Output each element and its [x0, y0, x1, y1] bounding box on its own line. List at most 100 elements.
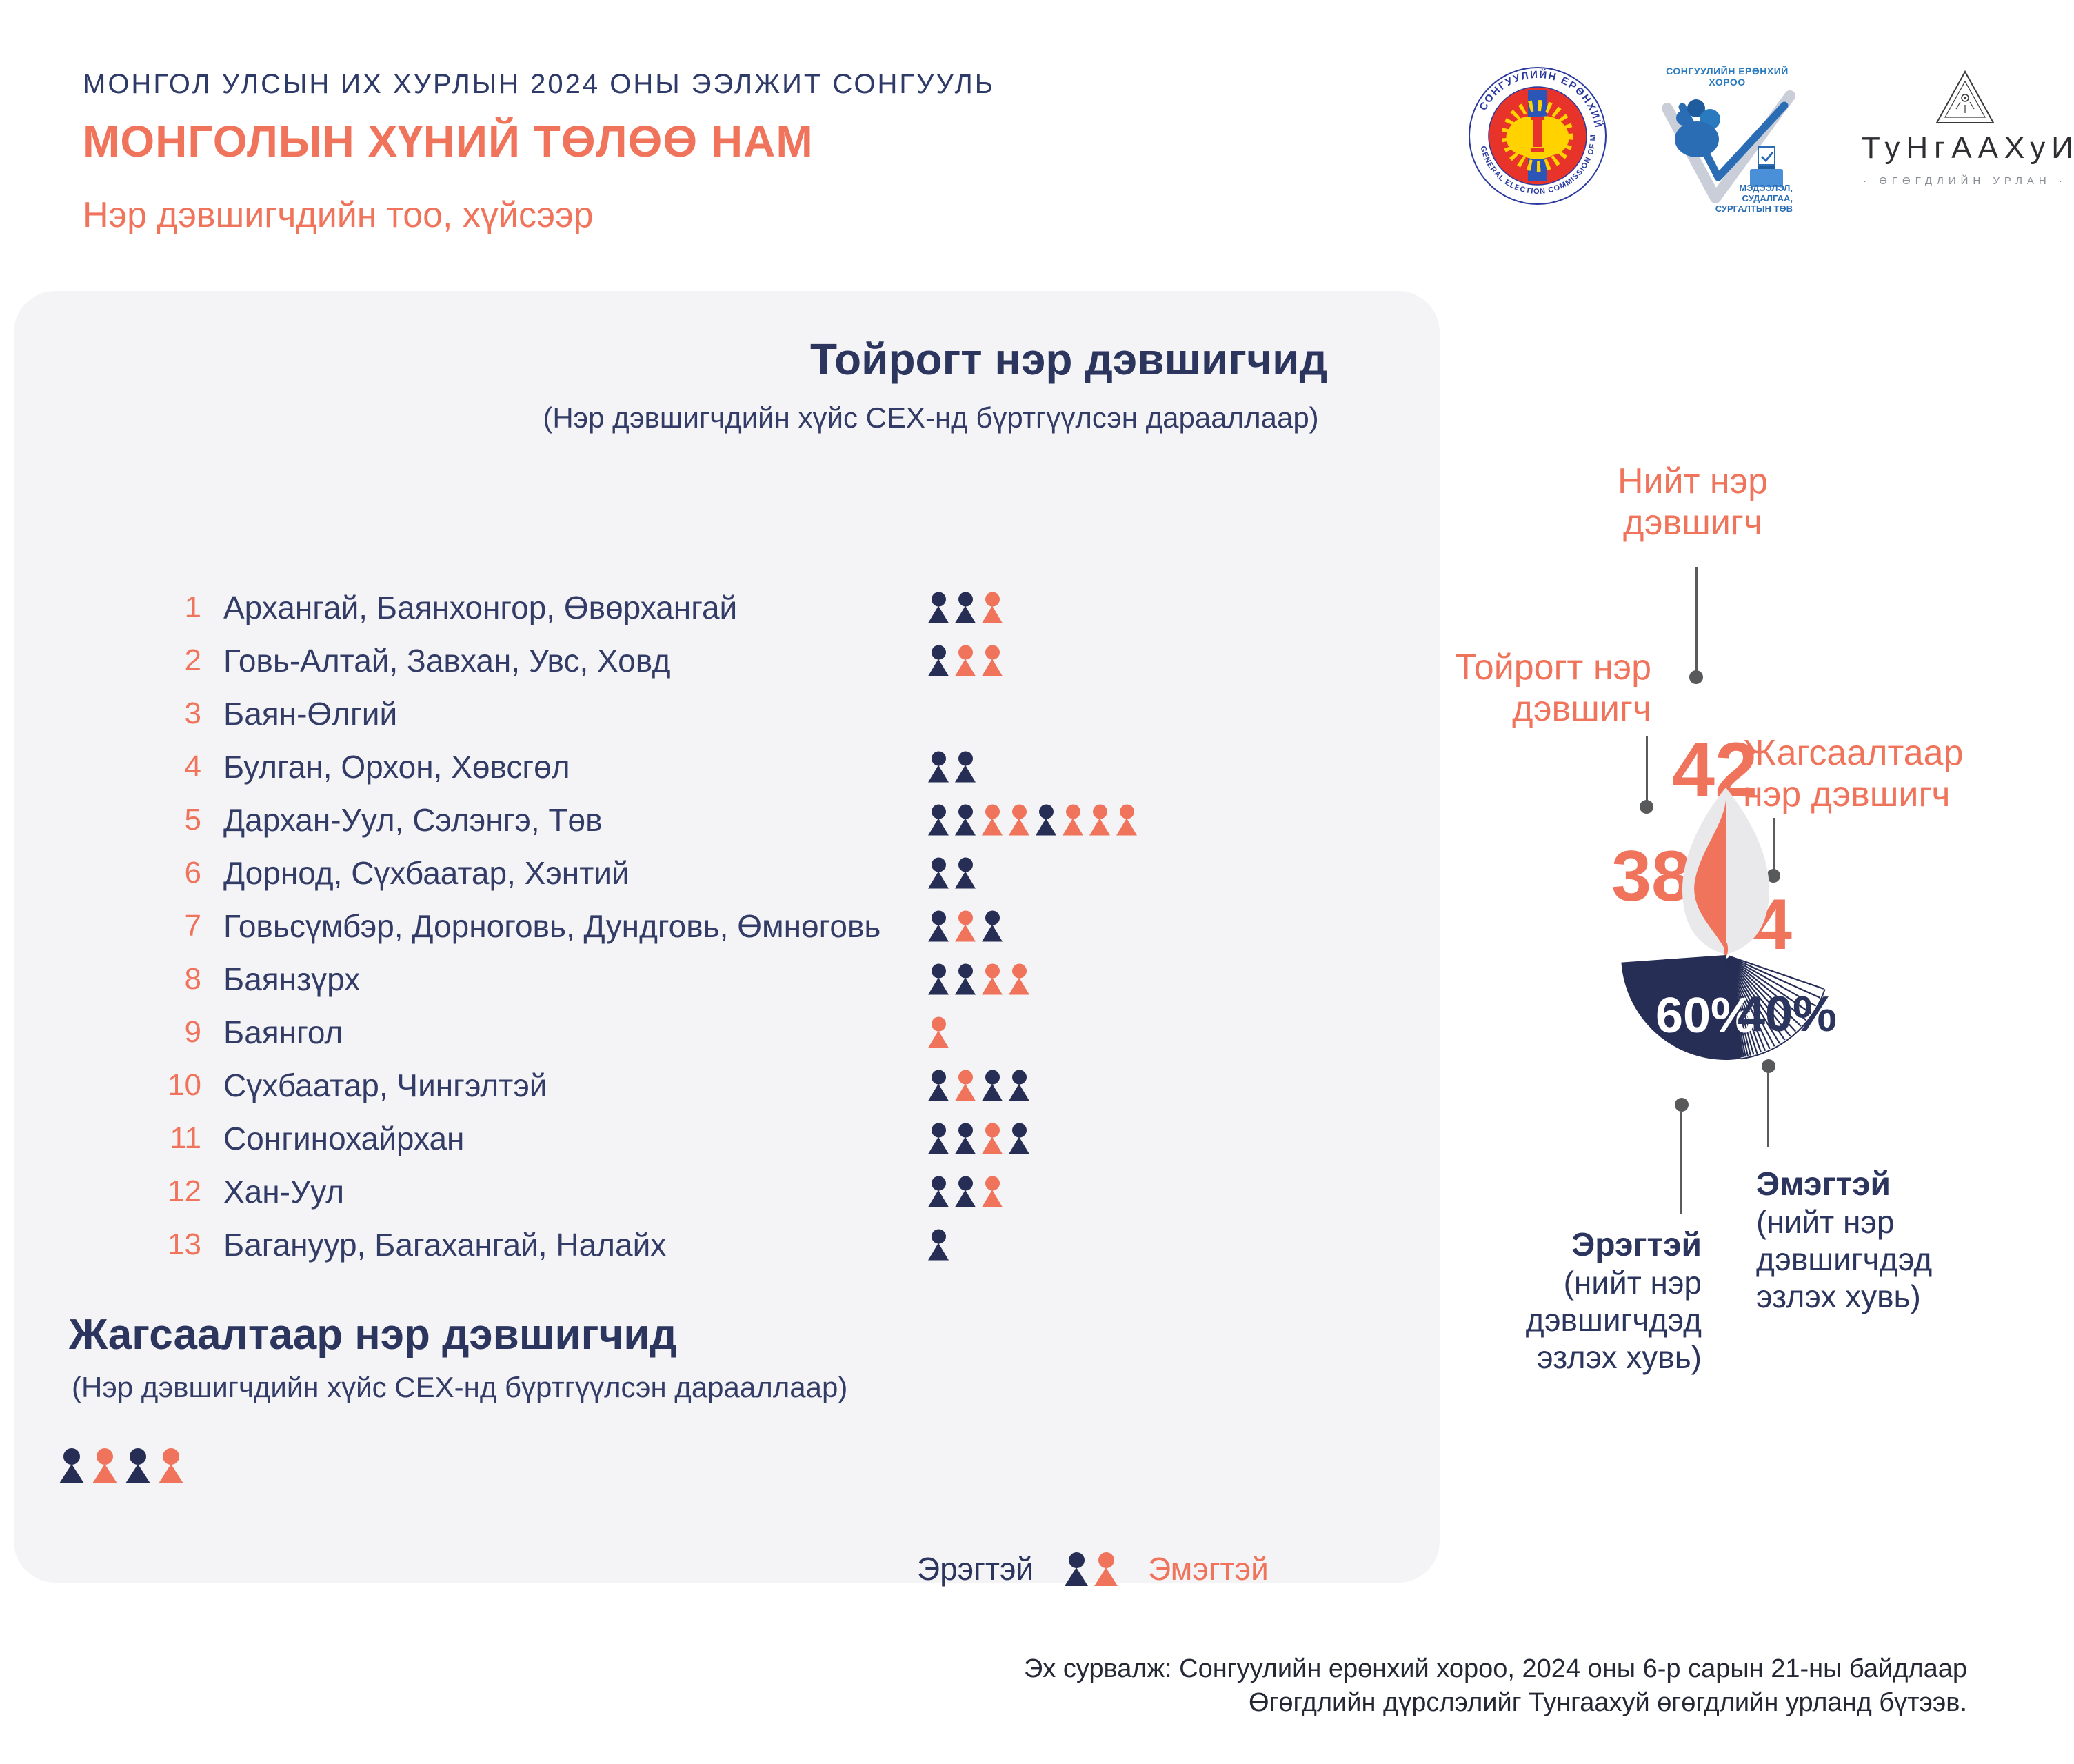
tungaakhui-caption: · ӨГӨГДЛИЙН УРЛАН ·: [1863, 175, 2067, 187]
gec-center-caption: МЭДЭЭЛЭЛ, СУДАЛГАА, СУРГАЛТЫН ТӨВ: [1715, 183, 1793, 214]
female-person-icon: [954, 645, 976, 676]
district-gender-icons: [927, 910, 1008, 941]
district-name: Баянгол: [223, 1014, 343, 1050]
list-leader-line: [1773, 818, 1775, 870]
district-number: 2: [184, 643, 201, 677]
district-name: Говьсүмбэр, Дорноговь, Дундговь, Өмнөгов…: [223, 908, 881, 944]
male-person-icon: [1035, 804, 1057, 835]
tungaakhui-triangle-icon: [1935, 70, 1995, 123]
district-candidates-label: Тойрогт нэр дэвшигч: [1455, 648, 1651, 729]
district-gender-icons: [927, 1176, 1008, 1207]
male-person-icon: [927, 1176, 949, 1207]
female-share-label-title: Эмэгтэй: [1756, 1166, 1891, 1203]
district-row: 3 Баян-Өлгий: [14, 687, 1440, 740]
district-row: 9 Баянгол: [14, 1005, 1440, 1059]
checkmark-graphic: [1662, 90, 1795, 203]
gec-center-title: СОНГУУЛИЙН ЕРӨНХИЙ ХОРОО: [1666, 66, 1789, 88]
legend-male-label: Эрэгтэй: [917, 1551, 1034, 1587]
male-person-icon: [927, 751, 949, 782]
male-wedge: [1621, 955, 1741, 1060]
party-name-title: МОНГОЛЫН ХҮНИЙ ТӨЛӨӨ НАМ: [83, 117, 814, 166]
district-gender-icons: [927, 1016, 954, 1048]
male-person-icon: [1008, 1123, 1030, 1154]
district-gender-icons: [927, 963, 1035, 994]
female-person-icon: [1008, 804, 1030, 835]
tungaakhui-wordmark: ТуНгААХуИ: [1862, 131, 2074, 165]
male-person-icon: [927, 857, 949, 888]
district-candidates-value: 38: [1611, 836, 1691, 916]
district-gender-icons: [927, 645, 1008, 676]
male-person-icon: [954, 857, 976, 888]
district-row: 1 Архангай, Баянхонгор, Өвөрхангай: [14, 581, 1440, 634]
male-share-label: Эрэгтэй (нийт нэр дэвшигчдэд эзлэх хувь): [1526, 1226, 1702, 1376]
source-footer: Эх сурвалж: Сонгуулийн ерөнхий хороо, 20…: [1024, 1652, 1967, 1720]
male-person-icon: [927, 963, 949, 994]
gec-seal-graphic: СОНГУУЛИЙН ЕРӨНХИЙ ХОРОО GENERAL ELECTIO…: [1462, 57, 1607, 205]
district-row: 2 Говь-Алтай, Завхан, Увс, Ховд: [14, 634, 1440, 687]
male-person-icon: [927, 804, 949, 835]
district-row: 7 Говьсүмбэр, Дорноговь, Дундговь, Өмнөго…: [14, 899, 1440, 952]
female-share-label-sub: (нийт нэр дэвшигчдэд эзлэх хувь): [1756, 1204, 1933, 1314]
district-name: Хан-Уул: [223, 1173, 345, 1210]
district-row: 4 Булган, Орхон, Хөвсгөл: [14, 740, 1440, 793]
district-gender-icons: [927, 804, 1142, 835]
district-number: 12: [168, 1174, 201, 1208]
district-number: 13: [168, 1227, 201, 1261]
flame-graphic: [1682, 788, 1769, 957]
district-number: 9: [184, 1014, 201, 1049]
male-person-icon: [981, 1070, 1003, 1101]
male-person-icon: [981, 910, 1003, 941]
district-row: 6 Дорнод, Сүхбаатар, Хэнтий: [14, 846, 1440, 899]
source-line1: Эх сурвалж: Сонгуулийн ерөнхий хороо, 20…: [1023, 1654, 1967, 1683]
male-person-icon: [125, 1448, 151, 1483]
district-row: 11 Сонгинохайрхан: [14, 1112, 1440, 1165]
male-person-icon: [954, 751, 976, 782]
party-list-title: Жагсаалтаар нэр дэвшигчид: [69, 1311, 677, 1359]
female-person-icon: [981, 1123, 1003, 1154]
female-share-label: Эмэгтэй (нийт нэр дэвшигчдэд эзлэх хувь): [1756, 1165, 1932, 1315]
female-leader-dot: [1762, 1059, 1775, 1073]
district-name: Дорнод, Сүхбаатар, Хэнтий: [223, 854, 630, 891]
male-person-icon: [1064, 1552, 1089, 1586]
female-person-icon: [1062, 804, 1084, 835]
male-person-icon: [927, 1229, 949, 1260]
male-share-label-title: Эрэгтэй: [1571, 1227, 1702, 1263]
male-person-icon: [927, 1123, 949, 1154]
district-rows: 1 Архангай, Баянхонгор, Өвөрхангай 2 Говь-А…: [14, 581, 1440, 1271]
district-name: Баянзүрх: [223, 961, 361, 997]
gender-share-graphic: [1621, 955, 1826, 1060]
district-number: 8: [184, 961, 201, 996]
female-person-icon: [1089, 804, 1111, 835]
female-person-icon: [158, 1448, 184, 1483]
male-person-icon: [954, 592, 976, 623]
male-person-icon: [954, 1123, 976, 1154]
male-person-icon: [1008, 1070, 1030, 1101]
legend-female-label: Эмэгтэй: [1148, 1551, 1269, 1587]
female-person-icon: [954, 910, 976, 941]
female-wedge-hatch: [1725, 955, 1824, 1058]
legend-icons: [1064, 1552, 1123, 1586]
district-gender-icons: [927, 751, 981, 782]
district-panel: [14, 291, 1440, 1583]
male-share-label-sub: (нийт нэр дэвшигчдэд эзлэх хувь): [1525, 1265, 1702, 1375]
male-person-icon: [927, 645, 949, 676]
female-person-icon: [981, 1176, 1003, 1207]
district-panel-subtitle: (Нэр дэвшигчдийн хүйс СЕХ-нд бүртгүүлсэн…: [543, 401, 1319, 434]
male-leader-dot: [1675, 1098, 1689, 1112]
election-eyebrow: МОНГОЛ УЛСЫН ИХ ХУРЛЫН 2024 ОНЫ ЭЭЛЖИТ С…: [83, 69, 996, 99]
district-name: Сүхбаатар, Чингэлтэй: [223, 1067, 547, 1103]
male-percentage: 60%: [1655, 988, 1755, 1043]
district-number: 6: [184, 855, 201, 890]
female-person-icon: [981, 963, 1003, 994]
party-list-icons: [59, 1448, 191, 1483]
female-person-icon: [981, 804, 1003, 835]
district-name: Багануур, Багахангай, Налайх: [223, 1226, 667, 1263]
male-person-icon: [59, 1448, 85, 1483]
female-person-icon: [981, 592, 1003, 623]
female-person-icon: [1094, 1552, 1118, 1586]
gec-seal-logo: СОНГУУЛИЙН ЕРӨНХИЙ ХОРОО GENERAL ELECTIO…: [1462, 57, 1608, 206]
district-name: Архангай, Баянхонгор, Өвөрхангай: [223, 589, 738, 625]
district-leader-dot: [1640, 800, 1653, 814]
total-candidates-value: 42: [1671, 727, 1758, 813]
flame-chart: [1662, 785, 1793, 964]
